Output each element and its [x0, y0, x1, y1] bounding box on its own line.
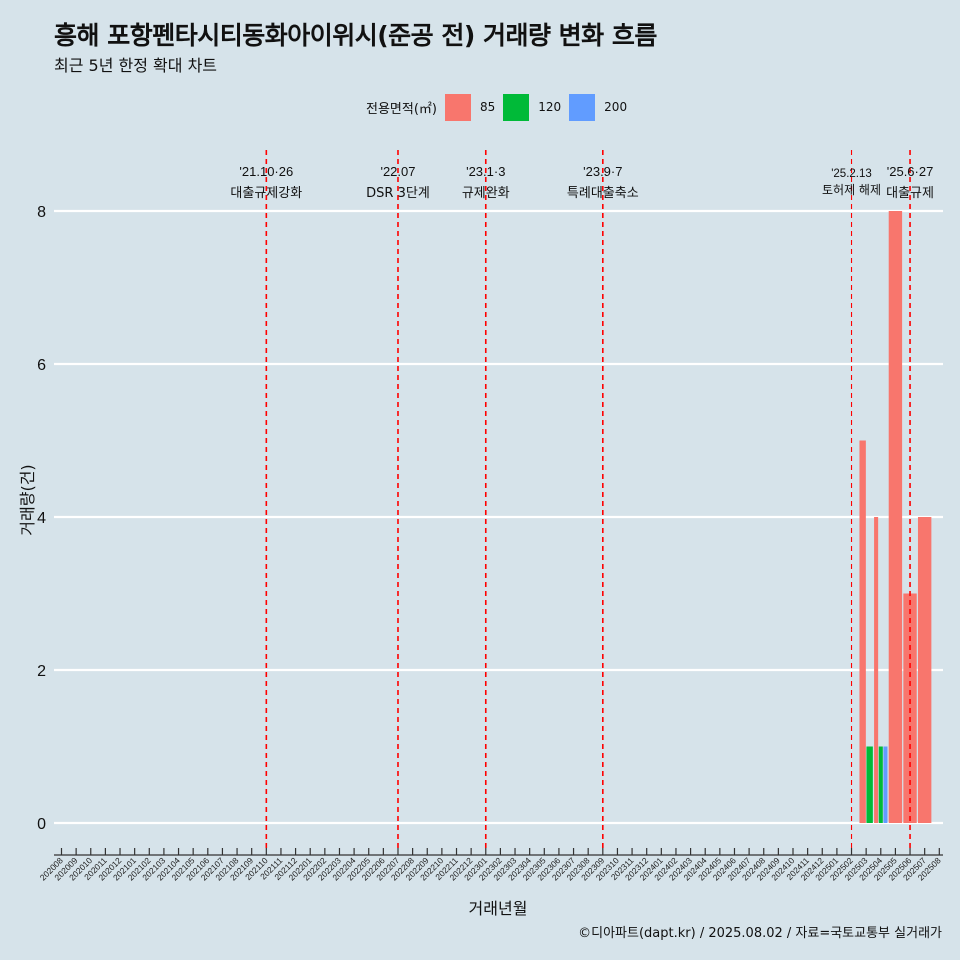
source-caption: ©디아파트(dapt.kr) / 2025.08.02 / 자료=국토교통부 실… — [578, 926, 942, 941]
event-label-1: DSR 3단계 — [366, 186, 430, 201]
event-label-4: 토허제 해제 — [822, 183, 881, 197]
bar-202504-200 — [883, 746, 888, 823]
bar-202507-85 — [917, 517, 932, 823]
event-date-5: '25.6·27 — [887, 164, 934, 179]
event-label-5: 대출규제 — [886, 186, 934, 201]
y-tick-label-6: 6 — [37, 357, 46, 374]
legend-label-85: 85 — [479, 100, 496, 114]
event-date-3: '23.9·7 — [583, 164, 622, 179]
legend-swatch-85 — [444, 93, 471, 121]
legend-swatch-200 — [569, 93, 596, 121]
event-date-2: '23.1·3 — [466, 164, 505, 179]
event-label-0: 대출규제강화 — [230, 186, 302, 201]
legend: 전용면적(㎡) 85 120 200 — [366, 92, 635, 122]
event-date-4: '25.2.13 — [831, 168, 872, 180]
legend-label-200: 200 — [604, 100, 628, 114]
chart-title: 흥해 포항펜타시티동화아이위시(준공 전) 거래량 변화 흐름 — [54, 21, 657, 50]
legend-item-85: 85 — [444, 93, 496, 121]
legend-title: 전용면적(㎡) — [366, 101, 437, 117]
legend-item-120: 120 — [503, 93, 562, 121]
y-tick-label-2: 2 — [37, 663, 46, 680]
y-tick-label-8: 8 — [37, 204, 46, 221]
bar-202503-85 — [859, 440, 866, 823]
event-date-1: '22.07 — [380, 164, 415, 179]
y-tick-label-0: 0 — [37, 816, 46, 833]
x-axis-title: 거래년월 — [469, 899, 528, 918]
event-label-2: 규제완화 — [462, 186, 510, 201]
bar-202504-120 — [878, 746, 883, 823]
chart-subtitle: 최근 5년 한정 확대 차트 — [54, 56, 218, 75]
bar-202505-85 — [888, 211, 903, 823]
event-date-0: '21.10·26 — [239, 164, 293, 179]
legend-label-120: 120 — [538, 100, 562, 114]
legend-item-200: 200 — [569, 93, 628, 121]
bar-202504-85 — [874, 517, 879, 823]
y-axis-title: 거래량(건) — [18, 464, 37, 535]
y-tick-label-4: 4 — [37, 510, 46, 527]
legend-swatch-120 — [503, 93, 530, 121]
event-label-3: 특례대출축소 — [567, 186, 639, 201]
bar-202503-120 — [866, 746, 873, 823]
